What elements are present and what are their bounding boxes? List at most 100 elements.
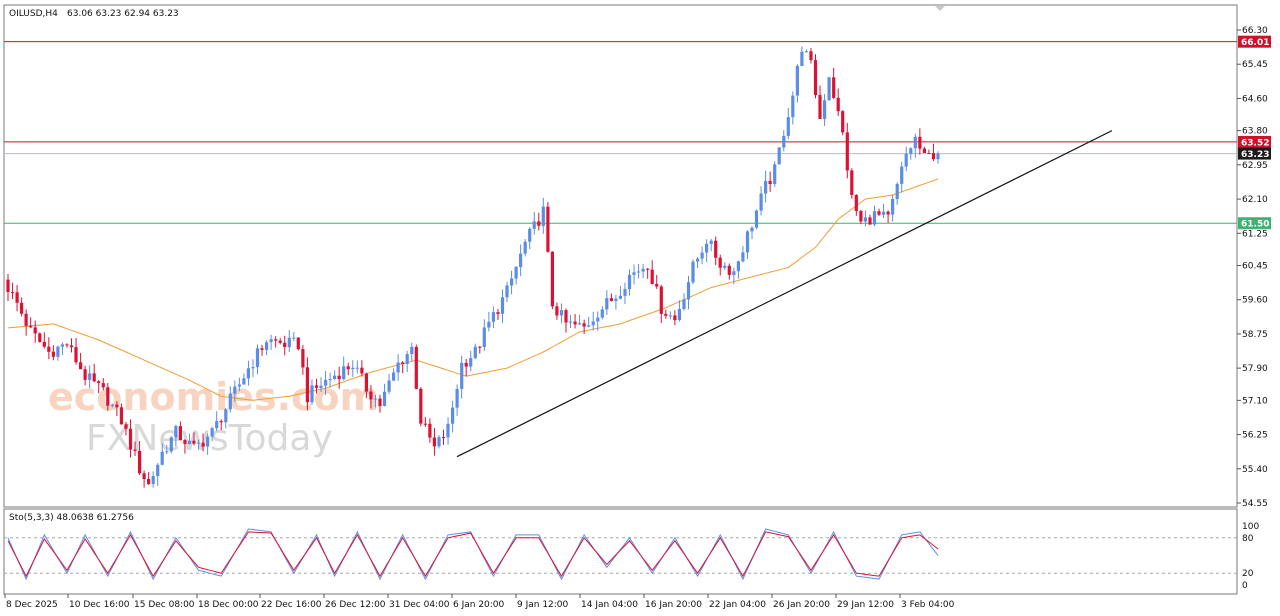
y-tick-label: 62.10 xyxy=(1242,195,1268,205)
candle-body xyxy=(169,437,173,452)
y-tick-label: 58.75 xyxy=(1242,330,1268,340)
candle-body xyxy=(38,333,42,342)
price-tag-label: 61.50 xyxy=(1241,220,1269,230)
price-tag-label: 63.23 xyxy=(1241,150,1269,160)
candle-body xyxy=(255,348,260,368)
candle-body xyxy=(637,271,641,273)
candle-body xyxy=(128,428,133,450)
candle-body xyxy=(505,285,509,298)
candle-body xyxy=(550,251,554,307)
candle-body xyxy=(133,449,137,451)
candle-body xyxy=(877,211,881,215)
candle-body xyxy=(314,385,319,388)
candle-body xyxy=(705,243,709,253)
candle-body xyxy=(401,362,405,364)
candle-body xyxy=(850,170,854,195)
x-tick-label: 10 Dec 16:00 xyxy=(69,600,130,610)
candle-body xyxy=(414,346,418,389)
y-tick-label: 66.30 xyxy=(1242,26,1268,36)
candle-body xyxy=(360,367,364,374)
x-tick-label: 31 Dec 04:00 xyxy=(389,600,450,610)
candle-body xyxy=(691,261,695,283)
candle-body xyxy=(24,313,28,326)
stoch-scale-label: 80 xyxy=(1242,534,1254,544)
candle-body xyxy=(750,227,754,232)
stoch-scale-label: 0 xyxy=(1242,581,1248,591)
candle-body xyxy=(324,379,328,386)
candle-body xyxy=(115,404,119,408)
candle-body xyxy=(700,252,704,259)
candle-body xyxy=(714,240,718,258)
candle-body xyxy=(519,253,523,267)
main-plot-area[interactable] xyxy=(3,4,1238,508)
x-tick-label: 26 Dec 12:00 xyxy=(325,600,386,610)
candle-body xyxy=(278,340,282,343)
candle-body xyxy=(378,398,382,407)
x-tick-label: 15 Dec 08:00 xyxy=(134,600,195,610)
candle-body xyxy=(387,380,391,392)
candle-body xyxy=(342,366,346,380)
candle-body xyxy=(124,424,128,429)
candle-body xyxy=(841,111,845,133)
candle-body xyxy=(464,362,468,367)
stochastic-layer: 100 80 20 0 xyxy=(4,522,1259,591)
ascending-trendline xyxy=(456,130,1113,458)
candle-body xyxy=(183,440,187,444)
candle-body xyxy=(578,323,582,325)
candle-body xyxy=(809,51,813,60)
stoch-scale-label: 100 xyxy=(1242,522,1259,532)
candle-body xyxy=(773,164,777,185)
candle-body xyxy=(301,349,305,368)
price-tag-box xyxy=(1238,217,1271,230)
candle-body xyxy=(482,327,486,347)
candle-body xyxy=(922,148,926,153)
candle-body xyxy=(845,132,849,171)
candle-body xyxy=(97,381,101,384)
candle-body xyxy=(119,407,123,425)
candle-body xyxy=(727,265,731,275)
candle-body xyxy=(523,241,527,254)
oscillator-plot-area[interactable] xyxy=(3,508,1238,595)
candle-body xyxy=(265,342,269,350)
candle-body xyxy=(659,286,663,314)
candle-body xyxy=(913,136,917,149)
candle-body xyxy=(210,428,214,437)
candle-body xyxy=(42,341,46,347)
candle-body xyxy=(364,373,368,392)
candle-body xyxy=(854,195,858,211)
candle-body xyxy=(156,464,160,476)
candle-body xyxy=(47,346,51,352)
x-tick-label: 29 Jan 12:00 xyxy=(837,600,894,610)
candle-body xyxy=(246,368,250,379)
stoch-signal-line xyxy=(7,531,939,578)
x-tick-label: 26 Jan 20:00 xyxy=(773,600,830,610)
candle-body xyxy=(187,440,192,444)
candle-body xyxy=(419,388,423,424)
candle-body xyxy=(605,298,609,310)
candle-body xyxy=(568,321,573,323)
candle-body xyxy=(886,211,890,215)
candle-body xyxy=(891,199,895,215)
candle-body xyxy=(782,135,786,148)
candle-body xyxy=(804,51,808,53)
trendline-layer xyxy=(456,130,1113,458)
oscillator-label: Sto(5,3,3) 48.0638 61.2756 xyxy=(9,513,134,523)
candle-body xyxy=(754,210,759,228)
candle-body xyxy=(732,271,736,275)
candle-body xyxy=(532,221,536,229)
candle-body xyxy=(496,312,500,314)
candle-body xyxy=(396,362,400,373)
x-tick-label: 14 Jan 04:00 xyxy=(581,600,638,610)
candle-body xyxy=(351,367,355,370)
candle-body xyxy=(65,344,69,346)
candle-body xyxy=(165,451,169,453)
candle-body xyxy=(673,315,677,321)
candle-body xyxy=(718,257,722,268)
candle-body xyxy=(677,309,681,320)
candle-body xyxy=(92,373,96,382)
candle-body xyxy=(178,426,182,441)
candle-body xyxy=(333,375,337,379)
candle-body xyxy=(478,346,482,348)
candle-body xyxy=(668,315,672,317)
